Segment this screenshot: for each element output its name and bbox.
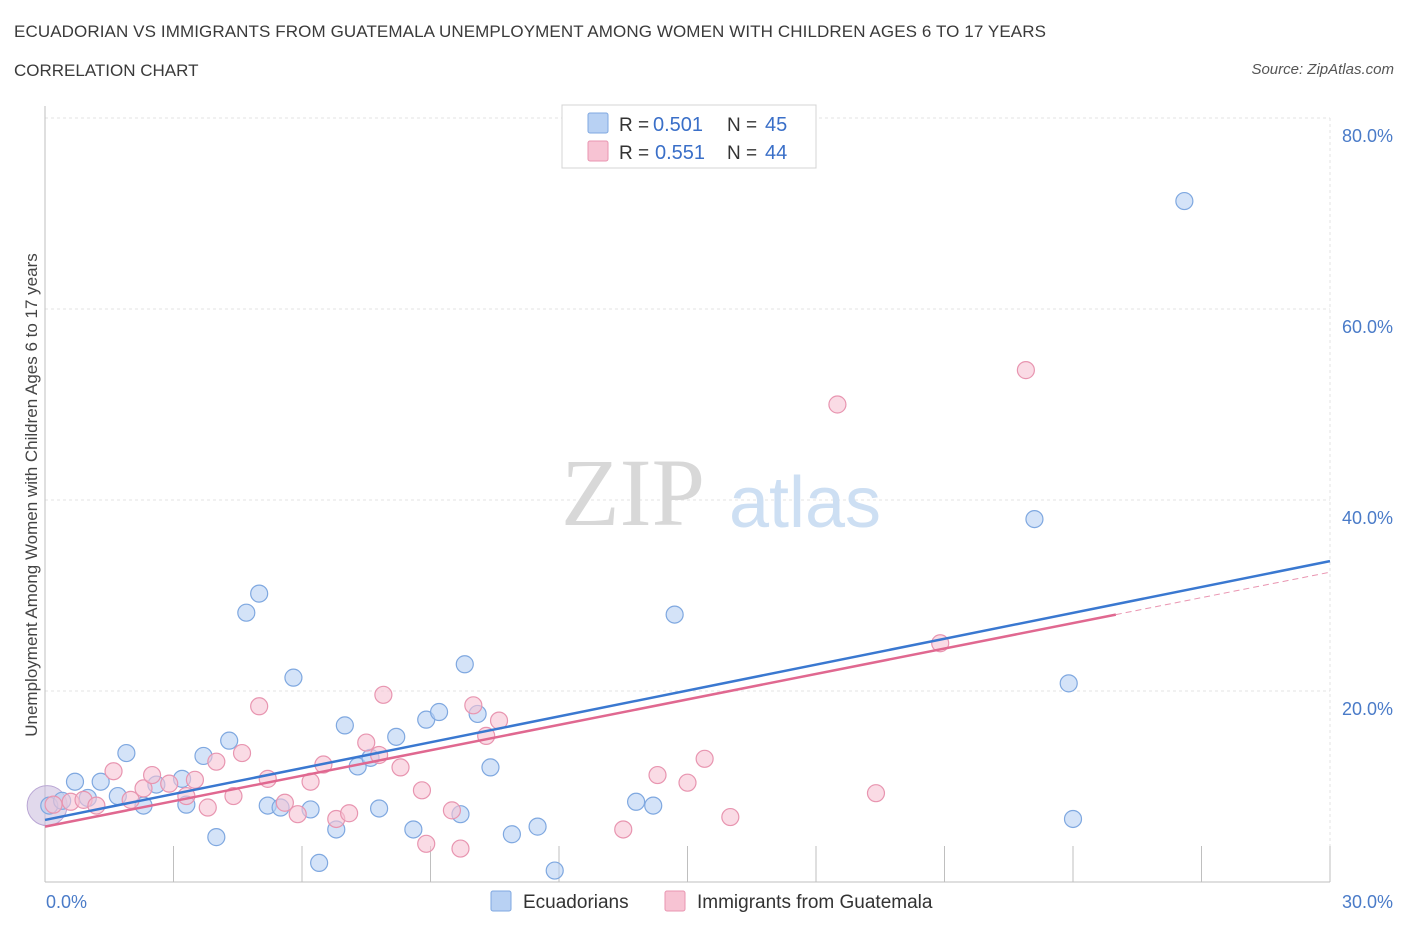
guatemala-point-7 [142, 765, 162, 785]
ecuadorian-point-22 [335, 716, 354, 735]
guatemala-point-39 [828, 395, 847, 414]
ecuadorian-point-13 [220, 731, 239, 750]
ecuadorian-point-34 [502, 825, 521, 844]
ecuadorian-point-35 [528, 817, 547, 836]
y-tick-label-0: 20.0% [1342, 699, 1393, 719]
guatemala-point-35 [648, 765, 667, 785]
x-tick-label-0: 0.0% [46, 892, 87, 912]
guatemala-point-14 [232, 743, 252, 763]
tick-labels: 20.0% 40.0% 60.0% 80.0% 0.0% 30.0% [46, 126, 1393, 912]
guatemala-point-26 [391, 758, 410, 777]
guatemala-point-23 [357, 733, 376, 752]
guatemala-point-11 [198, 798, 217, 817]
guatemala-point-15 [250, 697, 269, 716]
bottom-legend-swatch-guatemala [664, 890, 686, 912]
ecuadorian-point-36 [545, 861, 564, 880]
legend-swatch-ecuadorians [587, 112, 609, 134]
legend-n-label-2: N = [727, 143, 757, 164]
guatemala-point-18 [288, 805, 307, 824]
legend-n-label-1: N = [727, 115, 757, 136]
chart-title: ECUADORIAN VS IMMIGRANTS FROM GUATEMALA … [14, 22, 1047, 41]
guatemala-point-25 [374, 685, 393, 704]
ecuadorian-point-41 [1059, 674, 1078, 693]
ecuadorian-point-26 [387, 727, 406, 746]
watermark-atlas: atlas [729, 463, 881, 543]
guatemala-point-13 [224, 786, 243, 806]
ecuadorian-point-14 [237, 603, 256, 622]
legend-r-label-2: R = [619, 143, 649, 164]
bottom-legend-label-guatemala: Immigrants from Guatemala [697, 892, 933, 913]
ecuadorian-point-29 [429, 702, 449, 722]
guatemala-point-0 [44, 795, 63, 814]
bottom-legend-swatch-ecuadorians [490, 890, 512, 912]
guatemala-point-22 [340, 804, 359, 823]
guatemala-point-10 [185, 770, 205, 789]
y-tick-label-1: 40.0% [1342, 508, 1393, 528]
guatemala-point-12 [207, 752, 226, 771]
legend-box: R = 0.501 N = 45 R = 0.551 N = 44 [561, 104, 817, 169]
y-axis-label: Unemployment Among Women with Children A… [22, 253, 41, 737]
ecuadorian-point-38 [644, 796, 663, 815]
guatemala-point-42 [1016, 361, 1035, 380]
ecuadorian-point-15 [250, 584, 269, 603]
guatemala-point-8 [160, 774, 179, 793]
legend-r-value-1: 0.501 [653, 114, 703, 136]
legend-r-label-1: R = [619, 115, 649, 136]
trend-line-ecuadorians [44, 559, 1331, 822]
ecuadorian-point-33 [481, 758, 500, 777]
bottom-legend-label-ecuadorians: Ecuadorians [523, 892, 629, 913]
ecuadorian-point-40 [1025, 509, 1044, 529]
trend-line-guatemala-extension [1115, 571, 1331, 616]
guatemala-point-29 [442, 801, 462, 820]
y-tick-label-3: 80.0% [1342, 126, 1393, 146]
guatemala-point-28 [417, 834, 436, 853]
legend-swatch-guatemala [587, 140, 609, 162]
ecuadorian-point-42 [1063, 809, 1083, 829]
ecuadorian-point-43 [1175, 191, 1194, 211]
guatemala-point-27 [412, 781, 432, 800]
legend-r-value-2: 0.551 [655, 142, 705, 164]
guatemala-point-4 [104, 762, 123, 781]
guatemala-point-38 [721, 807, 740, 827]
ecuadorian-point-18 [284, 668, 303, 687]
x-tick-label-1: 30.0% [1342, 892, 1393, 912]
guatemala-point-37 [695, 749, 714, 768]
legend-n-value-2: 44 [765, 142, 787, 164]
ecuadorian-point-4 [91, 772, 110, 791]
ecuadorian-point-31 [455, 655, 474, 674]
guatemala-point-17 [275, 793, 294, 812]
ecuadorian-point-2 [65, 772, 85, 791]
ecuadorian-point-39 [665, 605, 684, 624]
guatemala-point-31 [464, 696, 483, 715]
y-tick-label-2: 60.0% [1342, 317, 1393, 337]
guatemala-point-6 [134, 779, 153, 798]
chart-subtitle: CORRELATION CHART [14, 61, 199, 80]
guatemala-point-36 [678, 773, 697, 792]
guatemala-point-34 [614, 820, 633, 839]
trend-lines [44, 559, 1331, 828]
legend-n-value-1: 45 [765, 114, 787, 136]
ecuadorian-point-6 [117, 743, 136, 763]
source-credit: Source: ZipAtlas.com [1251, 61, 1394, 78]
ecuadorian-point-37 [626, 792, 646, 811]
ecuadorian-point-20 [310, 853, 329, 873]
watermark-zip: ZIP [561, 439, 705, 546]
trend-line-guatemala [44, 613, 1117, 828]
ecuadorian-point-25 [370, 799, 389, 818]
ecuadorian-point-12 [207, 828, 226, 847]
guatemala-point-30 [451, 839, 470, 858]
ecuadorian-point-27 [404, 820, 423, 839]
guatemala-point-40 [866, 784, 886, 803]
bottom-legend: Ecuadorians Immigrants from Guatemala [490, 890, 933, 913]
